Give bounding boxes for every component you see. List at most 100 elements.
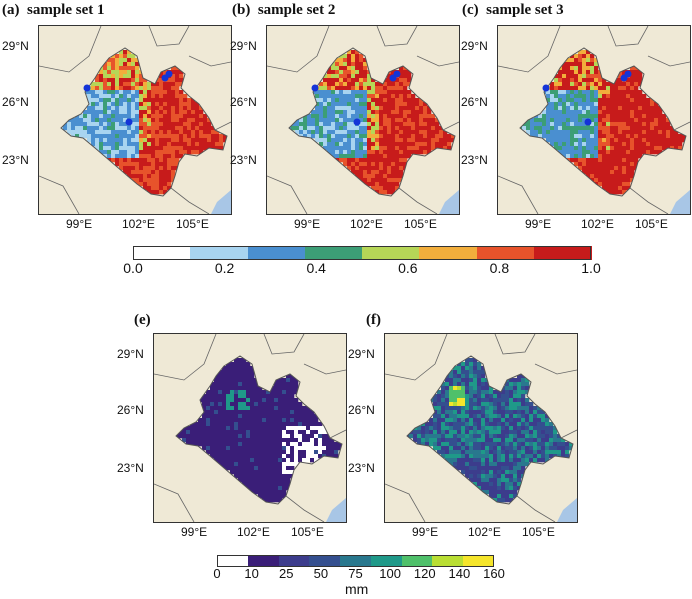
map-cell [598, 74, 603, 79]
map-cell [171, 162, 176, 167]
map-cell [107, 154, 112, 159]
lat-label: 29°N [348, 347, 375, 361]
map-cell [542, 110, 547, 115]
map-cell [147, 90, 152, 95]
panel-a-label: (a) sample set 1 [2, 2, 105, 18]
map-cell [123, 106, 128, 111]
map-cell [327, 146, 332, 151]
map-cell [135, 58, 140, 63]
map-cell [570, 122, 575, 127]
map-cell [501, 498, 506, 503]
map-cell [351, 82, 356, 87]
map-cell [290, 458, 295, 463]
map-cell [379, 90, 384, 95]
map-cell [286, 466, 291, 471]
map-cell [481, 402, 486, 407]
map-cell [626, 150, 631, 155]
map-cell [219, 134, 224, 139]
map-cell [590, 78, 595, 83]
map-cell [127, 78, 132, 83]
map-cell [431, 126, 436, 131]
map-cell [103, 138, 108, 143]
map-cell [638, 126, 643, 131]
map-cell [399, 122, 404, 127]
map-cell [135, 82, 140, 87]
map-cell [95, 118, 100, 123]
map-cell [586, 66, 591, 71]
map-cell [403, 158, 408, 163]
map-cell [453, 406, 458, 411]
admin-border [148, 26, 190, 47]
map-cell [529, 430, 534, 435]
map-cell [473, 406, 478, 411]
map-cell [222, 402, 227, 407]
map-cell [290, 410, 295, 415]
map-cell [171, 150, 176, 155]
map-cell [517, 422, 522, 427]
map-cell [202, 426, 207, 431]
map-cell [278, 442, 283, 447]
map-cell [167, 162, 172, 167]
map-cell [123, 170, 128, 175]
map-cell [662, 146, 667, 151]
map-cell [234, 406, 239, 411]
map-cell [323, 134, 328, 139]
map-cell [566, 114, 571, 119]
map-cell [127, 134, 132, 139]
map-cell [521, 394, 526, 399]
map-cell [103, 98, 108, 103]
map-cell [403, 78, 408, 83]
map-cell [443, 134, 448, 139]
map-cell [238, 418, 243, 423]
map-cell [435, 138, 440, 143]
map-cell [658, 146, 663, 151]
map-cell [355, 146, 360, 151]
map-cell [570, 134, 575, 139]
map-cell [119, 66, 124, 71]
map-cell [618, 158, 623, 163]
map-cell [115, 134, 120, 139]
map-cell [602, 82, 607, 87]
map-cell [171, 94, 176, 99]
colorbar-bottom-ticks: 0 10 25 50 75 100 120 140 160 [213, 566, 504, 584]
map-cell [262, 446, 267, 451]
map-cell [622, 102, 627, 107]
map-cell [131, 150, 136, 155]
map-cell [642, 130, 647, 135]
map-cell [367, 130, 372, 135]
map-cell [290, 454, 295, 459]
map-cell [610, 150, 615, 155]
map-cell [187, 114, 192, 119]
map-cell [179, 78, 184, 83]
map-cell [107, 70, 112, 75]
map-cell [198, 434, 203, 439]
map-cell [274, 454, 279, 459]
map-cell [99, 142, 104, 147]
map-cell [359, 150, 364, 155]
map-cell [415, 122, 420, 127]
map-cell [195, 138, 200, 143]
map-cell [626, 118, 631, 123]
map-cell [111, 154, 116, 159]
map-cell [473, 358, 478, 363]
map-cell [626, 138, 631, 143]
map-cell [242, 410, 247, 415]
map-cell [258, 430, 263, 435]
map-cell [602, 186, 607, 191]
map-cell [509, 490, 514, 495]
map-cell [453, 382, 458, 387]
map-cell [347, 118, 352, 123]
map-cell [449, 426, 454, 431]
map-cell [618, 134, 623, 139]
map-cell [123, 58, 128, 63]
map-cell [123, 50, 128, 55]
map-cell [622, 130, 627, 135]
map-cell [327, 122, 332, 127]
map-cell [469, 378, 474, 383]
map-cell [115, 94, 120, 99]
map-cell [131, 98, 136, 103]
map-cell [87, 110, 92, 115]
map-cell [521, 418, 526, 423]
map-cell [375, 142, 380, 147]
map-cell [399, 118, 404, 123]
